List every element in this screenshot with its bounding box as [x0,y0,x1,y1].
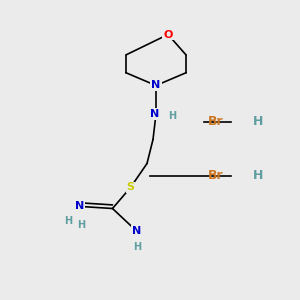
Text: N: N [75,201,84,212]
Text: Br: Br [208,115,224,128]
Text: H: H [77,220,85,230]
Text: O: O [163,29,173,40]
Text: N: N [152,80,160,91]
Text: H: H [168,111,177,122]
Text: N: N [150,109,159,119]
Text: H: H [253,115,263,128]
Text: N: N [132,226,141,236]
Text: H: H [64,216,72,226]
Text: S: S [127,182,134,193]
Text: H: H [253,169,263,182]
Text: Br: Br [208,169,224,182]
Text: H: H [133,242,142,253]
